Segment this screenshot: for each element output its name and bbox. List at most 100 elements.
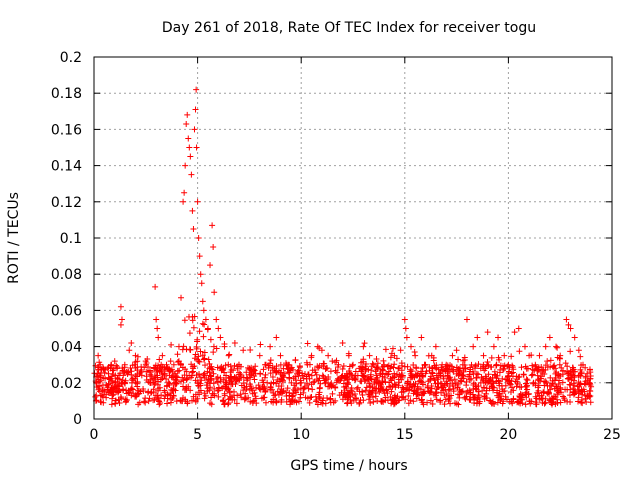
data-point bbox=[100, 387, 107, 394]
data-point bbox=[453, 400, 460, 407]
data-point bbox=[191, 126, 198, 133]
data-point bbox=[134, 383, 141, 390]
data-point bbox=[186, 330, 193, 337]
data-point bbox=[344, 399, 351, 406]
data-point bbox=[234, 365, 241, 372]
data-point bbox=[442, 386, 449, 393]
data-point bbox=[200, 333, 207, 340]
data-point bbox=[438, 380, 445, 387]
data-point bbox=[501, 352, 508, 359]
data-point bbox=[256, 352, 263, 359]
data-point bbox=[226, 351, 233, 358]
data-point bbox=[179, 394, 186, 401]
data-point bbox=[284, 385, 291, 392]
data-point bbox=[441, 392, 448, 399]
data-point bbox=[286, 389, 293, 396]
data-point bbox=[360, 356, 367, 363]
data-point bbox=[99, 392, 106, 399]
data-point bbox=[210, 380, 217, 387]
data-point bbox=[570, 368, 577, 375]
data-point bbox=[550, 393, 557, 400]
data-point bbox=[553, 343, 560, 350]
data-point bbox=[114, 382, 121, 389]
data-point bbox=[399, 372, 406, 379]
data-point bbox=[558, 364, 565, 371]
data-point bbox=[296, 369, 303, 376]
data-point bbox=[586, 387, 593, 394]
data-point bbox=[109, 392, 116, 399]
data-point bbox=[257, 341, 264, 348]
data-point bbox=[189, 372, 196, 379]
data-point bbox=[211, 289, 218, 296]
data-point bbox=[517, 400, 524, 407]
data-point bbox=[539, 367, 546, 374]
data-point bbox=[542, 343, 549, 350]
data-point bbox=[575, 390, 582, 397]
data-point bbox=[211, 385, 218, 392]
data-point bbox=[267, 370, 274, 377]
data-point bbox=[526, 398, 533, 405]
data-point bbox=[447, 377, 454, 384]
data-point bbox=[164, 400, 171, 407]
data-point bbox=[196, 391, 203, 398]
data-point bbox=[305, 385, 312, 392]
data-point bbox=[293, 380, 300, 387]
data-point bbox=[132, 393, 139, 400]
data-point bbox=[484, 358, 491, 365]
data-point bbox=[315, 364, 322, 371]
data-point bbox=[390, 364, 397, 371]
data-point bbox=[304, 340, 311, 347]
data-point bbox=[199, 352, 206, 359]
data-point bbox=[207, 336, 214, 343]
data-point bbox=[513, 383, 520, 390]
data-point bbox=[114, 365, 121, 372]
data-point bbox=[233, 400, 240, 407]
data-point bbox=[201, 355, 208, 362]
data-point bbox=[120, 372, 127, 379]
data-point bbox=[268, 386, 275, 393]
data-point bbox=[325, 379, 332, 386]
data-point bbox=[300, 375, 307, 382]
data-point bbox=[235, 361, 242, 368]
data-point bbox=[552, 375, 559, 382]
data-point bbox=[136, 387, 143, 394]
y-tick-label: 0.2 bbox=[60, 50, 82, 66]
data-point bbox=[383, 386, 390, 393]
data-point bbox=[509, 362, 516, 369]
data-point bbox=[524, 377, 531, 384]
data-point bbox=[552, 401, 559, 408]
data-point bbox=[146, 367, 153, 374]
data-point bbox=[155, 394, 162, 401]
data-point bbox=[258, 395, 265, 402]
data-point bbox=[488, 364, 495, 371]
data-point bbox=[306, 375, 313, 382]
data-point bbox=[278, 369, 285, 376]
data-point bbox=[227, 363, 234, 370]
data-point bbox=[297, 394, 304, 401]
data-point bbox=[118, 380, 125, 387]
data-point bbox=[289, 366, 296, 373]
data-point bbox=[220, 376, 227, 383]
data-point bbox=[292, 387, 299, 394]
data-point bbox=[518, 384, 525, 391]
data-point bbox=[562, 360, 569, 367]
data-point bbox=[364, 376, 371, 383]
data-point bbox=[584, 370, 591, 377]
data-point bbox=[130, 390, 137, 397]
data-point bbox=[134, 358, 141, 365]
data-point bbox=[273, 398, 280, 405]
data-point bbox=[504, 373, 511, 380]
data-point bbox=[236, 377, 242, 384]
data-point bbox=[333, 379, 340, 386]
data-point bbox=[542, 395, 549, 402]
data-point bbox=[134, 353, 141, 360]
data-point bbox=[151, 381, 158, 388]
data-point bbox=[202, 316, 209, 323]
data-point bbox=[490, 343, 497, 350]
data-point bbox=[231, 362, 238, 369]
data-point bbox=[189, 207, 196, 214]
data-point bbox=[145, 363, 152, 370]
data-point bbox=[231, 339, 238, 346]
data-point bbox=[401, 363, 408, 370]
data-point bbox=[392, 381, 399, 388]
